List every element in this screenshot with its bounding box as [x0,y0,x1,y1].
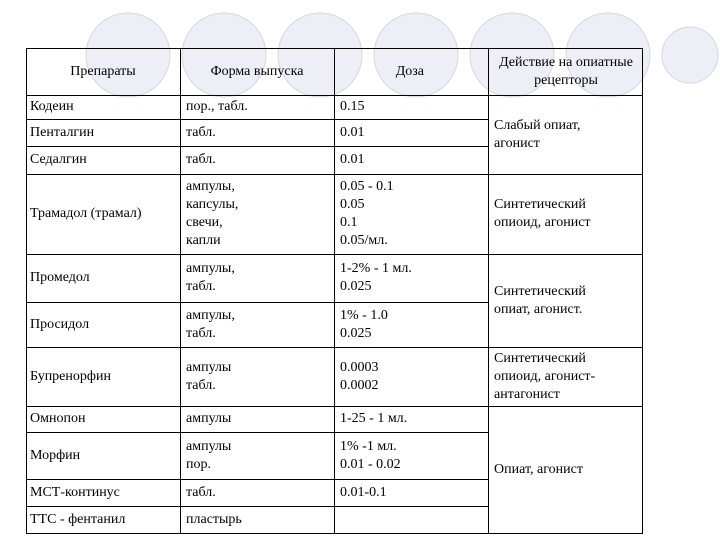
form-cell: ампулы пор. [186,438,232,472]
dose-cell: 1% - 1.0 0.025 [340,307,388,341]
drug-cell: Седалгин [30,152,87,167]
form-cell: ампулы, капсулы, свечи, капли [186,179,239,248]
header-action: Действие на опиатные рецепторы [499,54,633,88]
decorative-ring [373,12,459,98]
form-cell: ампулы, табл. [186,307,235,341]
form-cell: табл. [186,152,216,167]
action-cell: Слабый опиат, агонист [494,117,581,151]
decorative-ring [181,12,267,98]
dose-cell: 0.0003 0.0002 [340,359,379,393]
column-divider [334,48,335,534]
header-drugs: Препараты [70,63,136,79]
drug-cell: Бупренорфин [30,368,111,384]
action-cell: Синтетический опиоид, агонист [494,197,591,230]
dose-cell: 0.01 [340,124,365,140]
drug-cell: МСТ-континус [30,484,120,500]
dose-cell: 0.15 [340,99,365,114]
drug-cell: ТТС - фентанил [30,511,126,527]
column-divider [642,48,643,534]
dose-cell: 1-25 - 1 мл. [340,411,408,426]
column-divider [180,48,181,534]
dose-cell: 0.05 - 0.1 0.05 0.1 0.05/мл. [340,179,394,248]
drug-cell: Омнопон [30,411,86,426]
dose-cell: 1% -1 мл. 0.01 - 0.02 [340,438,401,472]
row-divider [26,506,488,507]
drug-cell: Морфин [30,447,81,463]
decorative-ring [661,26,719,84]
drug-cell: Промедол [30,270,90,285]
dose-cell [340,506,486,533]
drug-cell: Пенталгин [30,124,95,140]
decorative-ring [85,12,171,98]
form-cell: табл. [186,124,216,140]
row-divider [26,146,488,147]
dose-cell: 0.01 [340,152,365,167]
header-dose: Доза [395,63,424,79]
column-divider [26,48,27,534]
row-divider [26,432,488,433]
dose-cell: 0.01-0.1 [340,484,387,500]
row-divider [26,119,488,120]
dose-cell: 1-2% - 1 мл. 0.025 [340,261,412,294]
decorative-ring [469,12,555,98]
form-cell: табл. [186,484,216,500]
action-cell: Синтетический опиоид, агонист- антагонис… [494,350,596,402]
drug-cell: Кодеин [30,99,74,114]
form-cell: ампулы, табл. [186,261,235,294]
form-cell: ампулы табл. [186,359,232,393]
row-divider [26,479,488,480]
form-cell: ампулы [186,411,232,426]
column-divider [488,48,489,534]
action-cell: Синтетический опиат, агонист. [494,283,586,317]
drug-cell: Трамадол (трамал) [30,206,142,221]
form-cell: пор., табл. [186,99,248,114]
decorative-ring [277,12,363,98]
row-divider [26,302,488,303]
form-cell: пластырь [186,511,242,527]
header-form: Форма выпуска [210,63,304,79]
drug-cell: Просидол [30,316,90,332]
decorative-ring [565,12,651,98]
action-cell: Опиат, агонист [494,461,583,477]
